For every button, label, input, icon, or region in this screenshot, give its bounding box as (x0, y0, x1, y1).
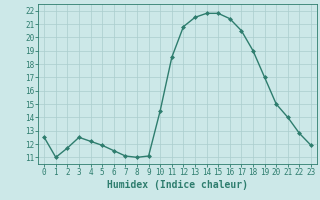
X-axis label: Humidex (Indice chaleur): Humidex (Indice chaleur) (107, 180, 248, 190)
